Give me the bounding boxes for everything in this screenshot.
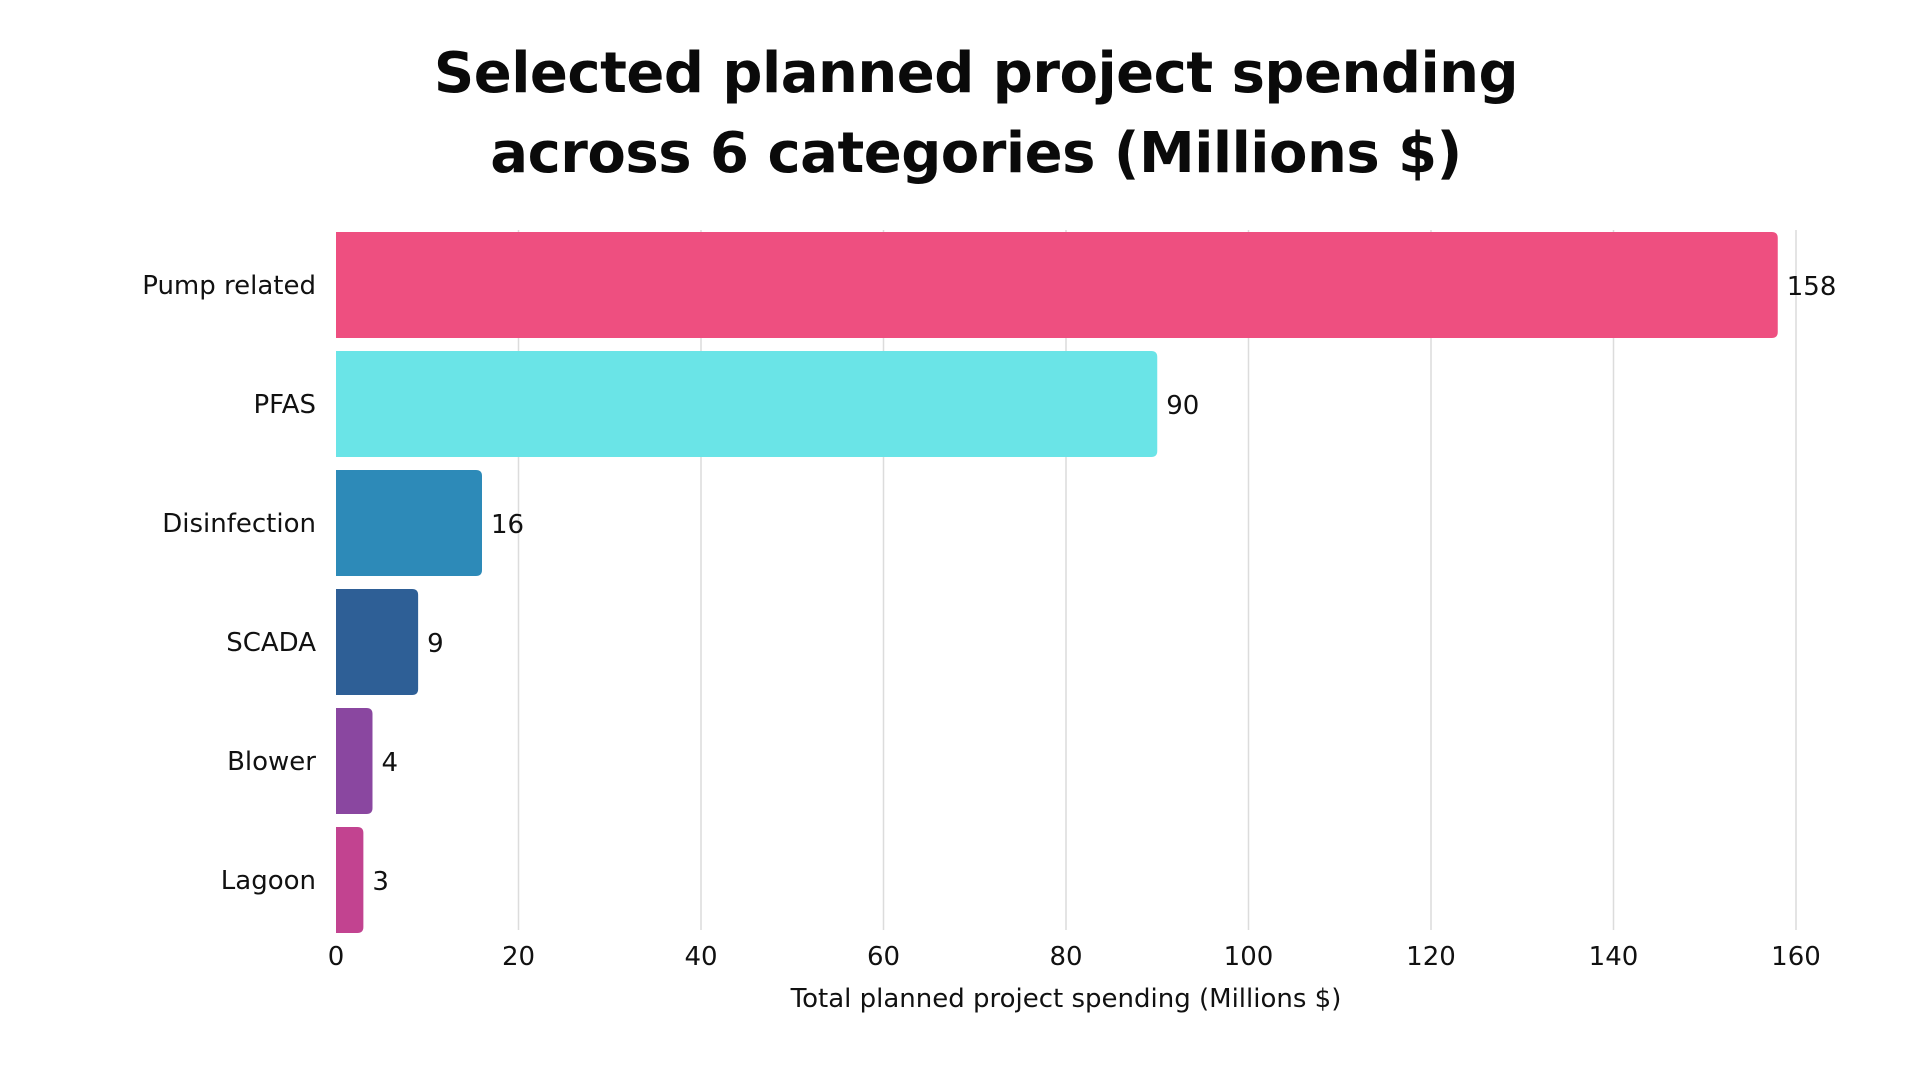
value-label-scada: 9 [427, 629, 444, 659]
chart-title-line-1: Selected planned project spending [433, 41, 1519, 106]
bar-pfas [336, 351, 1158, 457]
bar-scada [336, 589, 419, 695]
bar-blower [336, 708, 373, 814]
value-label-pump-related: 158 [1787, 272, 1837, 302]
category-label-blower: Blower [227, 747, 316, 777]
x-tick-label-100: 100 [1224, 942, 1274, 972]
value-label-lagoon: 3 [372, 867, 389, 897]
x-tick-label-20: 20 [502, 942, 535, 972]
x-tick-label-120: 120 [1406, 942, 1456, 972]
value-label-pfas: 90 [1166, 391, 1199, 421]
category-label-pfas: PFAS [253, 390, 316, 420]
bar-disinfection [336, 470, 482, 576]
bars [336, 232, 1778, 933]
category-label-pump-related: Pump related [142, 271, 316, 301]
x-tick-label-0: 0 [328, 942, 345, 972]
x-tick-label-80: 80 [1049, 942, 1082, 972]
category-labels: Pump related PFAS Disinfection SCADA Blower L… [142, 271, 316, 896]
bar-pump-related [336, 232, 1778, 338]
x-tick-label-60: 60 [867, 942, 900, 972]
category-label-disinfection: Disinfection [162, 509, 316, 539]
chart-title: Selected planned project spending across… [0, 34, 1920, 194]
x-axis-title: Total planned project spending (Millions… [790, 984, 1342, 1014]
value-label-disinfection: 16 [491, 510, 524, 540]
category-label-lagoon: Lagoon [221, 866, 316, 896]
category-label-scada: SCADA [226, 628, 316, 658]
value-labels: 158 90 16 9 4 3 [372, 272, 1836, 897]
value-label-blower: 4 [382, 748, 399, 778]
grid-lines [517, 230, 1797, 930]
bar-lagoon [336, 827, 364, 933]
x-tick-label-40: 40 [684, 942, 717, 972]
chart-title-line-2: across 6 categories (Millions $) [490, 121, 1462, 186]
x-tick-label-140: 140 [1589, 942, 1639, 972]
x-axis-ticks: 0 20 40 60 80 100 120 140 160 [328, 942, 1821, 972]
x-tick-label-160: 160 [1771, 942, 1821, 972]
